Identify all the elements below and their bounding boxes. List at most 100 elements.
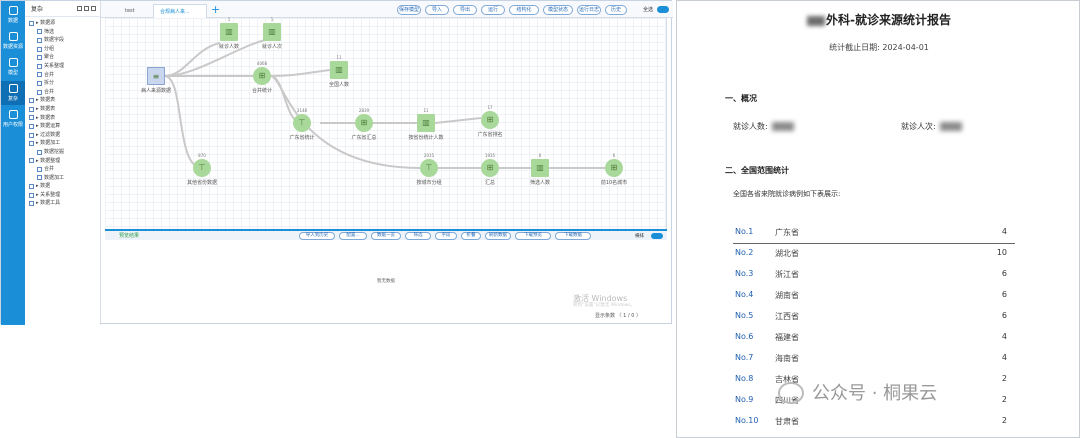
- tree-item[interactable]: ▸ 过滤数据: [29, 131, 100, 140]
- toolbar-button[interactable]: 导入: [425, 5, 449, 15]
- node-label: 其他省份数据: [186, 180, 218, 186]
- preview-action-button[interactable]: 导入到历史: [299, 232, 335, 240]
- preview-action-button[interactable]: 下载预览: [515, 232, 551, 240]
- preview-action-button[interactable]: 下载数据: [555, 232, 591, 240]
- flow-node[interactable]: ⊞: [481, 111, 499, 129]
- report-date: 统计截止日期: 2024-04-01: [829, 43, 929, 52]
- node-count: 6: [612, 153, 616, 158]
- windows-activation-watermark: 激活 Windows: [573, 294, 628, 303]
- tree-item[interactable]: 聚合: [29, 53, 100, 62]
- flow-node[interactable]: ▥: [417, 114, 435, 132]
- expand-icon[interactable]: [84, 6, 89, 11]
- operator-icon: [29, 20, 34, 26]
- node-glyph-icon: ▥: [536, 163, 544, 172]
- node-count: 11: [336, 55, 342, 60]
- ranking-row: No.5 江西省 6: [735, 311, 1015, 331]
- pager[interactable]: 显示条数 〈 1 / 0 〉: [595, 313, 641, 319]
- tree-item[interactable]: 数据字段: [29, 36, 100, 45]
- tab-patient-source[interactable]: 合规病人来...: [153, 4, 207, 18]
- flow-canvas[interactable]: ≡ 病人来源数据 ▥ 就诊人数 1 ▥ 就诊人次 1 ⊞ 合并统计 4068 ▥ 全国人数 11 ⊤ 广东省统…: [105, 17, 667, 229]
- tree-item[interactable]: 数据加工: [29, 174, 100, 183]
- node-label: 广东省统计: [289, 135, 315, 141]
- node-glyph-icon: ▥: [268, 27, 276, 36]
- ranking-no: No.4: [735, 290, 754, 299]
- node-glyph-icon: ⊞: [486, 163, 494, 172]
- ranking-row: No.10 甘肃省 2: [735, 416, 1015, 436]
- watermark-text: 公众号 · 桐果云: [812, 383, 938, 404]
- flow-node[interactable]: ⊞: [481, 159, 499, 177]
- rail-item-complex[interactable]: 复杂: [1, 81, 25, 105]
- toolbar-button[interactable]: 运行日志: [577, 5, 601, 15]
- flow-node[interactable]: ⊤: [193, 159, 211, 177]
- ranking-no: No.3: [735, 269, 754, 278]
- toolbar-button[interactable]: 导出: [453, 5, 477, 15]
- ranking-prov: 湖南省: [775, 291, 799, 300]
- preview-action-button[interactable]: 数据一览: [371, 232, 401, 240]
- tree-item[interactable]: 数据挖掘: [29, 148, 100, 157]
- landscape-toggle[interactable]: [651, 233, 663, 239]
- flow-node[interactable]: ⊞: [253, 67, 271, 85]
- preview-action-button[interactable]: 筛选: [405, 232, 431, 240]
- tree-item[interactable]: ▸ 数据整理: [29, 157, 100, 166]
- tree-item[interactable]: ▸ 数据运算: [29, 122, 100, 131]
- node-label: 就诊人数: [218, 44, 240, 50]
- operator-icon: [29, 141, 34, 147]
- tree-item[interactable]: ▸ 关系整理: [29, 191, 100, 200]
- tab-test[interactable]: test: [125, 8, 135, 14]
- tree-item[interactable]: ▸ 数据: [29, 182, 100, 191]
- redacted-name: [807, 15, 825, 26]
- toolbar-button[interactable]: 模型状态: [543, 5, 573, 15]
- tab-preview-result[interactable]: 预览结果: [119, 233, 140, 239]
- node-label: 广东省汇总: [351, 135, 377, 141]
- flow-node[interactable]: ▥: [263, 23, 281, 41]
- ranking-row: No.8 吉林省 2: [735, 374, 1015, 394]
- toolbar-button[interactable]: 结构化: [509, 5, 539, 15]
- rail-item-user-permission[interactable]: 用户权限: [1, 107, 25, 131]
- toolbar-button[interactable]: 保存模型: [397, 5, 421, 15]
- preview-action-button[interactable]: 配置...: [339, 232, 367, 240]
- operator-icon: [37, 175, 42, 181]
- rail-item-data[interactable]: 数据: [1, 3, 25, 27]
- ranking-prov: 福建省: [775, 333, 799, 342]
- operator-icon: [29, 158, 34, 164]
- select-all-toggle[interactable]: [657, 6, 669, 13]
- flow-node[interactable]: ▥: [531, 159, 549, 177]
- flow-node[interactable]: ⊞: [355, 114, 373, 132]
- collapse-icon[interactable]: [77, 6, 82, 11]
- tree-item[interactable]: ▸ 数据源: [29, 19, 100, 28]
- flow-node[interactable]: ▥: [220, 23, 238, 41]
- rail-item-resources[interactable]: 数据资源: [1, 29, 25, 53]
- etl-app-window: 数据 数据资源 模型 复杂 用户权限 复杂 ▸ 数据源 筛选 数据字段 分组 聚合 关系整…: [0, 0, 673, 325]
- node-label: 就诊人次: [261, 44, 283, 50]
- tree-item[interactable]: 合并: [29, 165, 100, 174]
- node-label: 汇总: [484, 180, 496, 186]
- add-tab-icon[interactable]: +: [211, 3, 221, 16]
- operator-icon: [37, 46, 42, 52]
- windows-activation-hint: 转到“设置”以激活 Windows。: [573, 303, 636, 308]
- node-glyph-icon: ⊤: [298, 118, 306, 127]
- preview-action-button[interactable]: 折叠: [461, 232, 481, 240]
- flow-node[interactable]: ⊞: [605, 159, 623, 177]
- tree-item[interactable]: ▸ 数据表: [29, 96, 100, 105]
- toolbar-button[interactable]: 运行: [481, 5, 505, 15]
- ranking-row: No.4 湖南省 6: [735, 290, 1015, 310]
- tree-item[interactable]: ▸ 数据工具: [29, 199, 100, 208]
- preview-action-button[interactable]: 字段: [435, 232, 457, 240]
- refresh-icon[interactable]: [91, 6, 96, 11]
- tree-item[interactable]: ▸ 数据表: [29, 114, 100, 123]
- flow-node[interactable]: ⊤: [420, 159, 438, 177]
- flow-node[interactable]: ≡: [147, 67, 165, 85]
- tree-item[interactable]: 分组: [29, 45, 100, 54]
- tree-item[interactable]: 筛选: [29, 28, 100, 37]
- toolbar-button[interactable]: 历史: [605, 5, 627, 15]
- tree-item[interactable]: ▸ 数据加工: [29, 139, 100, 148]
- flow-node[interactable]: ⊤: [293, 114, 311, 132]
- tree-item[interactable]: 合并: [29, 88, 100, 97]
- flow-node[interactable]: ▥: [330, 61, 348, 79]
- tree-item[interactable]: 拆分: [29, 79, 100, 88]
- tree-item[interactable]: 合并: [29, 71, 100, 80]
- rail-item-model[interactable]: 模型: [1, 55, 25, 79]
- tree-item[interactable]: 关系整理: [29, 62, 100, 71]
- preview-action-button[interactable]: 刷新数据: [485, 232, 511, 240]
- tree-item[interactable]: ▸ 数据表: [29, 105, 100, 114]
